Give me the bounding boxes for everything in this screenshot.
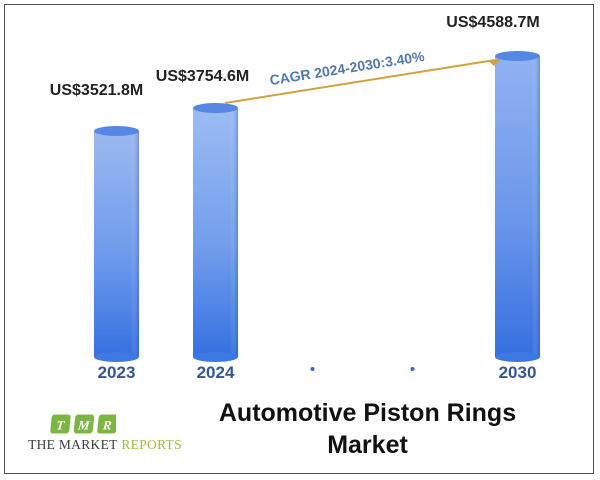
svg-text:M: M [76,418,91,433]
svg-text:R: R [101,418,113,433]
